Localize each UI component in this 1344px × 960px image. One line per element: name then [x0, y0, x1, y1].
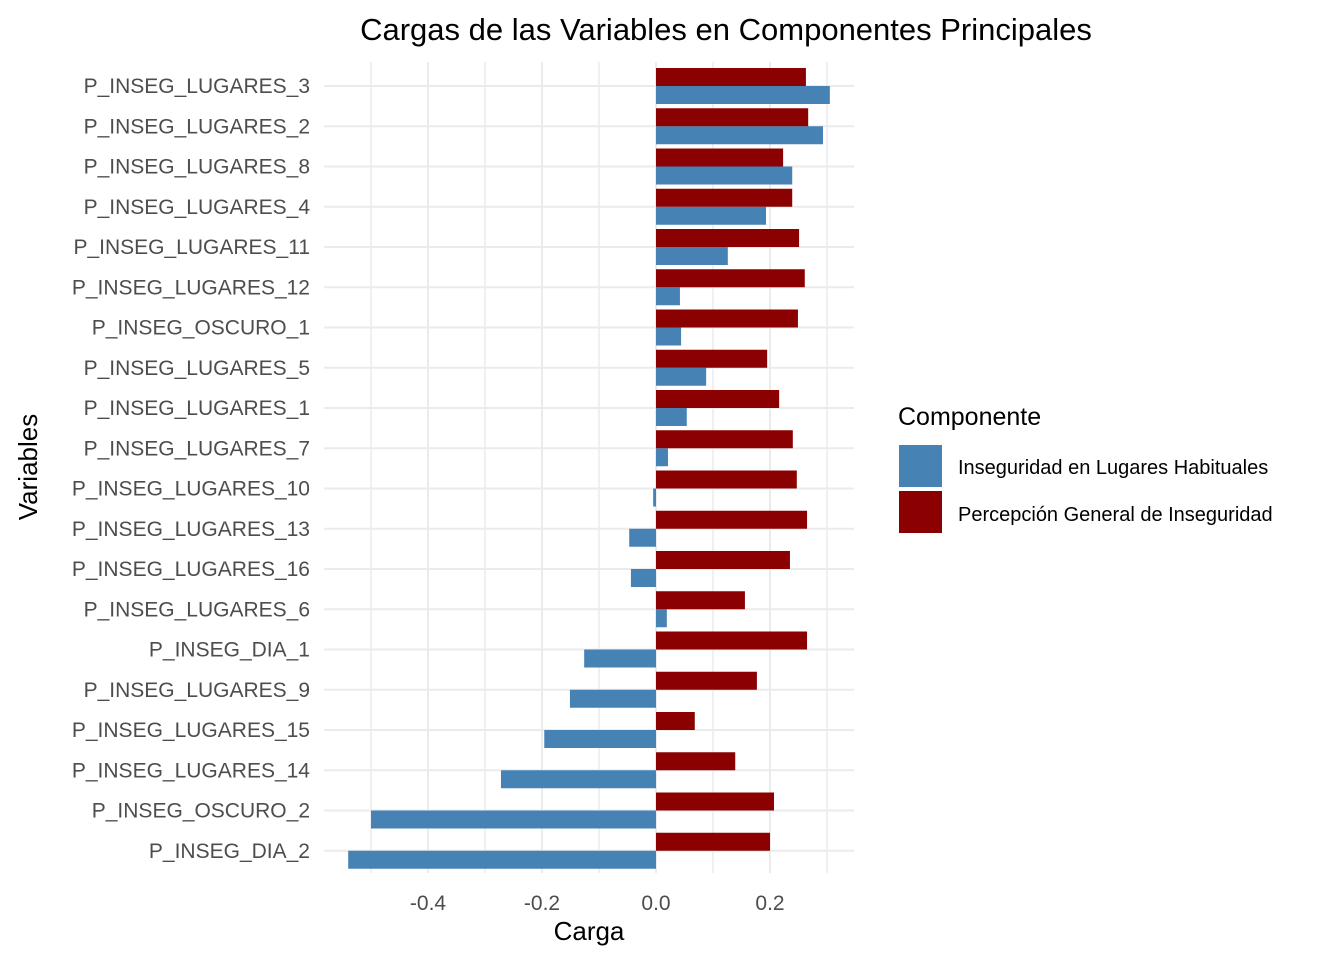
bar-inseguridad-lugares	[656, 609, 667, 628]
bar-percepcion-general	[656, 832, 770, 851]
bar-inseguridad-lugares	[348, 850, 656, 869]
y-tick-label: P_INSEG_LUGARES_10	[72, 478, 310, 501]
bar-inseguridad-lugares	[656, 367, 707, 386]
legend-title: Componente	[898, 403, 1041, 431]
bar-percepcion-general	[656, 510, 808, 529]
y-tick-label: P_INSEG_LUGARES_11	[73, 236, 310, 259]
chart-title: Cargas de las Variables en Componentes P…	[360, 12, 1092, 47]
y-tick-label: P_INSEG_LUGARES_14	[72, 759, 310, 782]
bar-percepcion-general	[656, 148, 784, 167]
y-axis-tick-labels: P_INSEG_LUGARES_3 P_INSEG_LUGARES_2 P_INSE…	[72, 75, 310, 863]
bar-percepcion-general	[656, 470, 797, 489]
bar-inseguridad-lugares	[656, 166, 793, 185]
legend-key-blue	[899, 445, 942, 487]
bar-percepcion-general	[656, 430, 793, 449]
x-tick-label: -0.2	[524, 892, 560, 915]
y-tick-label: P_INSEG_OSCURO_1	[92, 317, 310, 340]
legend-key-red	[899, 491, 942, 533]
bar-percepcion-general	[656, 309, 798, 328]
y-tick-label: P_INSEG_LUGARES_8	[84, 156, 310, 179]
bar-inseguridad-lugares	[656, 408, 687, 426]
bar-inseguridad-lugares	[500, 770, 656, 789]
bar-inseguridad-lugares	[653, 488, 656, 507]
bar-percepcion-general	[656, 229, 800, 247]
y-tick-label: P_INSEG_LUGARES_1	[84, 397, 310, 420]
bar-percepcion-general	[656, 752, 736, 771]
bar-inseguridad-lugares	[656, 126, 824, 145]
bar-percepcion-general	[656, 792, 774, 811]
legend-item-percepcion-general[interactable]: Percepción General de Inseguridad	[899, 491, 1273, 533]
y-tick-label: P_INSEG_LUGARES_7	[84, 437, 310, 460]
bar-inseguridad-lugares	[656, 247, 728, 265]
x-axis-tick-labels: -0.4 -0.2 0.0 0.2	[410, 892, 785, 915]
x-tick-label: 0.2	[755, 892, 784, 915]
y-tick-label: P_INSEG_LUGARES_6	[84, 598, 310, 621]
bar-percepcion-general	[656, 269, 805, 288]
legend-label: Inseguridad en Lugares Habituales	[958, 457, 1268, 479]
y-tick-label: P_INSEG_LUGARES_9	[84, 679, 310, 702]
bar-inseguridad-lugares	[544, 730, 656, 748]
y-tick-label: P_INSEG_LUGARES_16	[72, 558, 310, 581]
y-tick-label: P_INSEG_LUGARES_2	[84, 115, 310, 138]
y-tick-label: P_INSEG_LUGARES_3	[84, 75, 310, 98]
bar-inseguridad-lugares	[371, 810, 656, 829]
bar-inseguridad-lugares	[656, 448, 668, 467]
bar-inseguridad-lugares	[656, 86, 830, 104]
y-tick-label: P_INSEG_OSCURO_2	[92, 800, 310, 823]
legend: Componente Inseguridad en Lugares Habitu…	[898, 403, 1273, 533]
y-tick-label: P_INSEG_DIA_2	[149, 840, 310, 863]
bar-percepcion-general	[656, 671, 757, 690]
bar-percepcion-general	[656, 108, 809, 127]
bar-inseguridad-lugares	[630, 569, 656, 587]
x-tick-label: -0.4	[410, 892, 447, 915]
legend-item-inseguridad-lugares[interactable]: Inseguridad en Lugares Habituales	[899, 445, 1268, 487]
x-tick-label: 0.0	[641, 892, 670, 915]
bar-inseguridad-lugares	[656, 206, 767, 225]
bar-inseguridad-lugares	[629, 528, 656, 547]
bar-inseguridad-lugares	[656, 287, 680, 306]
bar-percepcion-general	[656, 188, 793, 207]
y-tick-label: P_INSEG_LUGARES_5	[84, 357, 310, 380]
y-tick-label: P_INSEG_DIA_1	[149, 639, 310, 662]
bar-percepcion-general	[656, 349, 768, 368]
bar-inseguridad-lugares	[584, 649, 656, 668]
bar-percepcion-general	[656, 551, 790, 569]
legend-label: Percepción General de Inseguridad	[958, 504, 1273, 526]
bar-inseguridad-lugares	[656, 327, 682, 346]
bar-percepcion-general	[656, 712, 695, 730]
y-tick-label: P_INSEG_LUGARES_12	[72, 276, 310, 299]
bar-percepcion-general	[656, 68, 806, 86]
bar-percepcion-general	[656, 390, 780, 408]
y-tick-label: P_INSEG_LUGARES_4	[84, 196, 311, 219]
y-axis-title: Variables	[13, 414, 43, 520]
bar-inseguridad-lugares	[569, 689, 656, 708]
bars-layer	[348, 68, 830, 869]
y-tick-label: P_INSEG_LUGARES_15	[72, 719, 310, 742]
bar-percepcion-general	[656, 631, 808, 650]
bar-percepcion-general	[656, 591, 745, 610]
x-axis-title: Carga	[554, 916, 625, 946]
y-tick-label: P_INSEG_LUGARES_13	[72, 518, 310, 541]
